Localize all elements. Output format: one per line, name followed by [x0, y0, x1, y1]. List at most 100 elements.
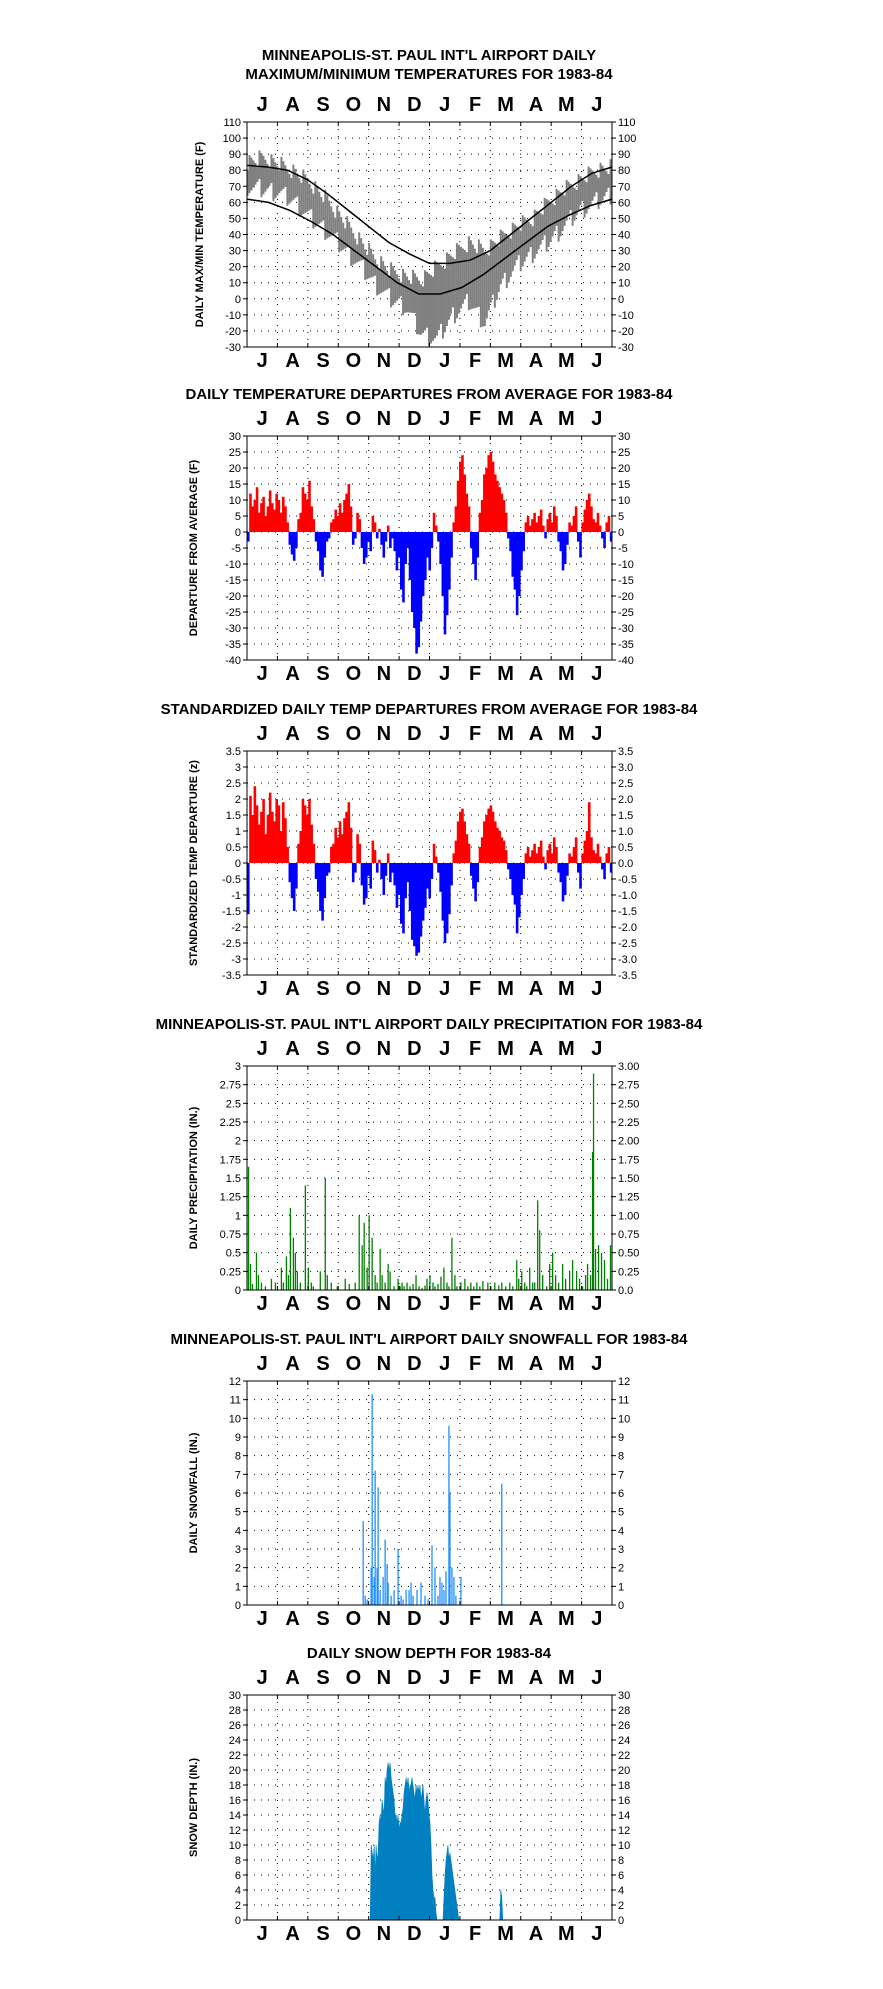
- bar-positive: [585, 500, 589, 532]
- bar-negative: [288, 532, 292, 545]
- month-label-top: D: [407, 1353, 421, 1375]
- y-tick-label-left: 3: [235, 1544, 241, 1556]
- bar-positive: [253, 500, 257, 532]
- month-label-bottom: M: [558, 1923, 575, 1945]
- bar-positive: [271, 503, 274, 532]
- month-label-bottom: D: [407, 978, 421, 1000]
- month-label-bottom: O: [346, 663, 362, 685]
- month-label-bottom: M: [558, 350, 575, 372]
- bar-positive: [491, 811, 495, 863]
- y-tick-label-left: 12: [229, 1825, 241, 1837]
- y-tick-label-left: -10: [225, 559, 241, 571]
- bar-negative: [419, 532, 423, 622]
- month-label-bottom: O: [346, 978, 362, 1000]
- month-label-top: A: [529, 408, 543, 430]
- bar-positive: [574, 837, 578, 863]
- bar-negative: [544, 863, 547, 870]
- bar-negative: [393, 532, 397, 552]
- grid: [247, 1065, 612, 1291]
- month-label-top: N: [377, 1038, 391, 1060]
- bar-negative: [603, 532, 606, 548]
- y-tick-label-right: 20: [618, 1765, 630, 1777]
- bar-positive: [537, 847, 541, 863]
- bar-negative: [351, 532, 355, 545]
- month-label-bottom: F: [469, 1293, 481, 1315]
- bar-positive: [463, 821, 466, 863]
- bar-positive: [275, 799, 278, 863]
- bar-positive: [570, 525, 574, 532]
- y-tick-label-left: 8: [235, 1855, 241, 1867]
- bar-negative: [557, 863, 560, 873]
- bar-positive: [343, 500, 346, 532]
- month-label-top: J: [257, 94, 268, 116]
- bar-positive: [592, 519, 595, 532]
- bar-positive: [496, 827, 499, 863]
- bar-positive: [330, 522, 333, 532]
- y-tick-label-right: 5: [618, 1507, 624, 1519]
- chart-standardized: STANDARDIZED DAILY TEMP DEPARTURES FROM …: [161, 701, 698, 1000]
- y-tick-label-right: 3.0: [618, 762, 633, 774]
- bar-positive: [555, 847, 558, 863]
- bar-positive: [358, 519, 362, 532]
- bar-negative: [441, 863, 445, 921]
- bar-negative: [397, 532, 401, 558]
- bar-negative: [561, 863, 565, 902]
- bar-negative: [391, 532, 394, 539]
- bar-negative: [367, 532, 370, 542]
- month-label-bottom: O: [346, 1923, 362, 1945]
- month-label-bottom: D: [407, 1923, 421, 1945]
- bar-negative: [389, 532, 392, 548]
- month-label-bottom: J: [591, 1923, 602, 1945]
- bar-positive: [465, 834, 469, 863]
- bar-negative: [577, 532, 580, 542]
- bar-negative: [518, 863, 521, 918]
- bar-negative: [476, 532, 480, 558]
- bar-positive: [299, 831, 303, 863]
- bar-positive: [535, 853, 539, 863]
- bar-positive: [277, 805, 281, 863]
- y-tick-label-left: 0: [235, 294, 241, 306]
- bar-negative: [577, 863, 580, 873]
- y-tick-label-right: -0.5: [618, 874, 637, 886]
- month-label-top: J: [591, 94, 602, 116]
- month-label-top: A: [285, 1667, 299, 1689]
- bar-positive: [262, 799, 265, 863]
- normal-max-line: [246, 164, 613, 265]
- bar-negative: [410, 532, 414, 612]
- bar-negative: [566, 863, 569, 876]
- bar-negative: [292, 863, 296, 911]
- bar-positive: [257, 824, 261, 863]
- y-tick-label-left: 60: [229, 197, 241, 209]
- y-tick-label-left: -20: [225, 591, 241, 603]
- bar-negative: [424, 532, 427, 580]
- bar-positive: [255, 805, 259, 863]
- month-label-bottom: J: [591, 1293, 602, 1315]
- bar-positive: [459, 811, 462, 863]
- bar-negative: [476, 863, 480, 883]
- bar-negative: [369, 532, 372, 552]
- bar-positive: [524, 853, 528, 863]
- y-tick-label-right: -1.0: [618, 890, 637, 902]
- y-tick-label-left: 6: [235, 1870, 241, 1882]
- bar-negative: [323, 863, 327, 899]
- y-tick-label-left: -20: [225, 326, 241, 338]
- chart-title: DAILY SNOW DEPTH FOR 1983-84: [307, 1645, 552, 1662]
- bar-positive: [485, 815, 488, 863]
- y-tick-label-right: 30: [618, 1690, 630, 1702]
- month-label-top: A: [285, 1353, 299, 1375]
- bar-positive: [378, 859, 381, 863]
- bar-positive: [463, 474, 466, 532]
- bar-positive: [587, 493, 591, 532]
- bar-negative: [579, 863, 582, 889]
- y-tick-label-right: 9: [618, 1432, 624, 1444]
- y-tick-label-right: 24: [618, 1735, 630, 1747]
- bar-negative: [474, 532, 477, 580]
- y-tick-label-right: 0.5: [618, 842, 633, 854]
- y-tick-label-left: 28: [229, 1705, 241, 1717]
- bar-negative: [544, 532, 547, 539]
- month-label-top: D: [407, 1667, 421, 1689]
- bar-negative: [365, 863, 368, 899]
- bar-negative: [319, 863, 322, 911]
- month-label-bottom: J: [257, 1293, 268, 1315]
